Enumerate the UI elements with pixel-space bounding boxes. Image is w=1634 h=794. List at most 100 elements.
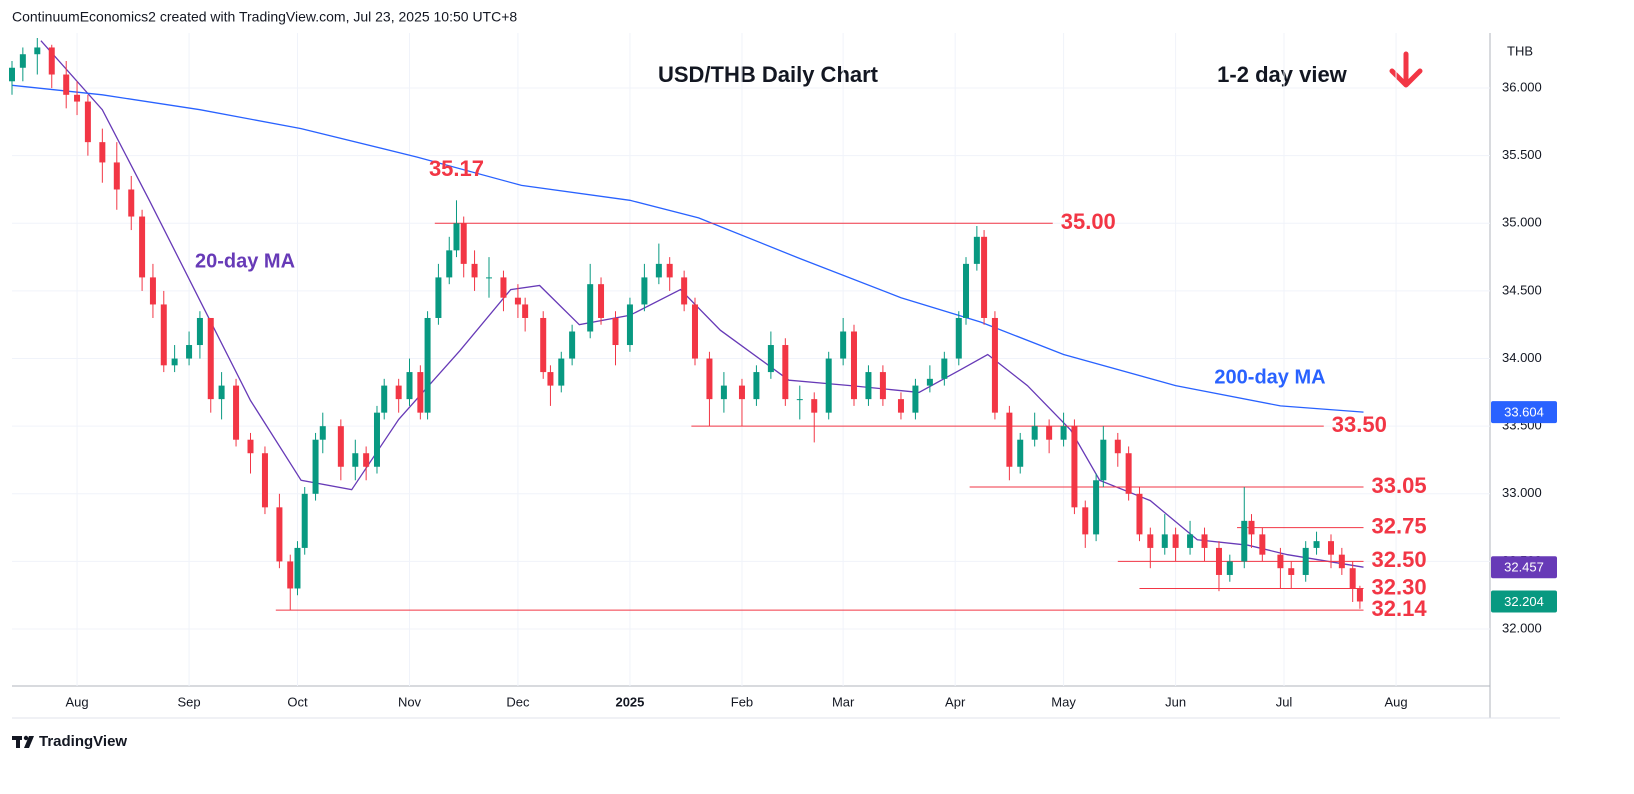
candle-body — [424, 317, 431, 413]
candle-body — [811, 399, 818, 413]
chart-subtitle: 1-2 day view — [1217, 62, 1348, 87]
y-tick-label: 33.000 — [1502, 485, 1542, 500]
candle-body — [825, 358, 832, 413]
candle-body — [446, 250, 453, 278]
candle-body — [149, 277, 156, 305]
candle-body — [558, 358, 565, 386]
candle-body — [319, 426, 326, 440]
candle-body — [569, 331, 576, 359]
candle-body — [1100, 439, 1107, 481]
price-tag-label: 32.457 — [1504, 560, 1544, 575]
x-tick-label: Jun — [1165, 694, 1186, 709]
candle-body — [1215, 547, 1222, 575]
candle-body — [500, 277, 507, 298]
candle-body — [973, 236, 980, 264]
price-tag — [1491, 401, 1557, 424]
candle-body — [1248, 520, 1255, 535]
level-label: 32.30 — [1372, 574, 1427, 599]
candle-body — [655, 263, 662, 278]
candle-body — [782, 345, 789, 400]
candle-body — [312, 439, 319, 494]
x-tick-label: Nov — [398, 694, 422, 709]
candle-body — [1313, 541, 1320, 548]
candle-body — [34, 47, 41, 55]
candle-body — [186, 345, 193, 359]
candle-body — [99, 142, 106, 163]
ma-label: 20-day MA — [195, 250, 295, 272]
candle-body — [19, 54, 26, 68]
candle-body — [1226, 561, 1233, 575]
candle-body — [48, 47, 55, 75]
price-tag-label: 32.204 — [1504, 594, 1544, 609]
candle-body — [879, 372, 886, 400]
ma-line — [11, 84, 1364, 413]
candle-body — [1338, 554, 1345, 569]
candle-body — [233, 385, 240, 440]
candle-body — [1136, 493, 1143, 535]
candle-body — [1006, 412, 1013, 467]
candle-body — [74, 94, 81, 102]
candle-body — [865, 372, 872, 400]
candle-body — [395, 385, 402, 400]
candle-body — [1327, 541, 1334, 555]
candle-body — [1241, 520, 1248, 562]
candle-body — [1259, 534, 1266, 555]
candles — [9, 38, 1363, 611]
candle-body — [207, 317, 214, 400]
candle-body — [1147, 534, 1154, 548]
level-label: 32.75 — [1372, 513, 1427, 538]
candle-body — [522, 304, 529, 318]
candle-body — [1093, 480, 1100, 535]
candle-body — [941, 358, 948, 379]
candle-body — [337, 426, 344, 467]
candle-body — [626, 304, 633, 346]
candle-body — [955, 317, 962, 359]
candle-body — [453, 223, 460, 251]
level-label: 32.50 — [1372, 547, 1427, 572]
candle-body — [1201, 534, 1208, 548]
candle-body — [63, 74, 70, 95]
candle-body — [796, 399, 803, 401]
candle-body — [1046, 426, 1053, 440]
x-tick-label: May — [1051, 694, 1076, 709]
candle-body — [1288, 568, 1295, 575]
candle-body — [897, 399, 904, 413]
x-tick-label: Dec — [506, 694, 530, 709]
candle-body — [666, 263, 673, 278]
candle-body — [681, 277, 688, 305]
x-tick-label: Apr — [945, 694, 966, 709]
x-tick-label: Sep — [178, 694, 201, 709]
price-tag-label: 33.604 — [1504, 405, 1544, 420]
candle-body — [1172, 534, 1179, 548]
candle-body — [840, 331, 847, 359]
candle-body — [196, 317, 203, 346]
candle-body — [381, 385, 388, 413]
level-label: 33.50 — [1332, 412, 1387, 437]
candle-body — [991, 317, 998, 413]
ma-label: 200-day MA — [1214, 366, 1325, 388]
candle-body — [1082, 507, 1089, 535]
candle-body — [912, 385, 919, 413]
candle-body — [171, 358, 178, 366]
level-label: 32.14 — [1372, 596, 1428, 621]
candle-body — [720, 385, 727, 400]
candle-body — [113, 162, 120, 190]
candle-body — [1060, 426, 1067, 440]
candle-body — [1302, 547, 1309, 575]
candle-body — [406, 372, 413, 400]
candle-body — [767, 345, 774, 373]
candle-body — [460, 223, 467, 264]
candle-body — [363, 453, 370, 467]
down-arrow — [1389, 51, 1423, 88]
candle-body — [981, 236, 988, 318]
candle-body — [294, 547, 301, 589]
x-tick-label: Aug — [65, 694, 88, 709]
candle-body — [1071, 426, 1078, 508]
candle-body — [1017, 439, 1024, 467]
candle-body — [963, 263, 970, 318]
x-tick-label: Mar — [832, 694, 855, 709]
candle-body — [1161, 534, 1168, 548]
candle-body — [486, 277, 493, 279]
y-tick-label: 35.000 — [1502, 215, 1542, 230]
